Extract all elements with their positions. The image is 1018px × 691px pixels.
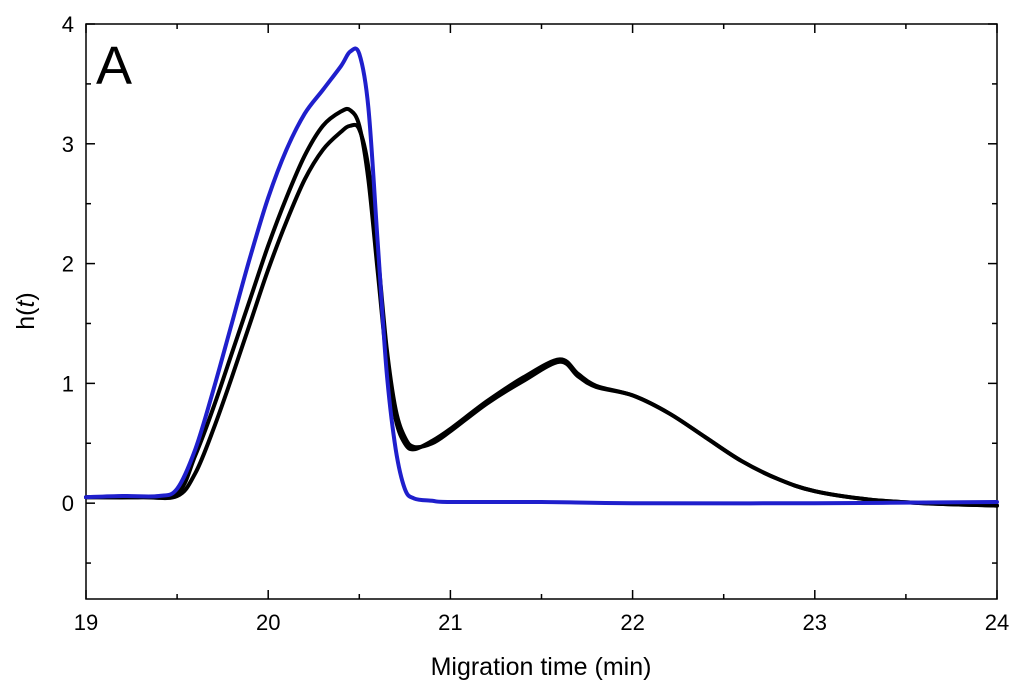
y-tick-label: 0 — [62, 491, 74, 516]
y-axis-ticks: 0 1 2 3 4 — [62, 12, 997, 564]
y-axis-title-prefix: h( — [12, 307, 40, 330]
x-tick-label: 21 — [438, 610, 462, 635]
x-tick-label: 23 — [803, 610, 827, 635]
series-line-3 — [84, 122, 999, 508]
series-line-2 — [84, 106, 999, 508]
y-axis-title-variable: t — [12, 300, 40, 308]
x-tick-label: 22 — [620, 610, 644, 635]
x-tick-label: 19 — [74, 610, 98, 635]
x-tick-label: 24 — [985, 610, 1009, 635]
panel-label: A — [96, 36, 132, 96]
y-axis-title: h(t) — [12, 292, 40, 330]
x-tick-label: 20 — [256, 610, 280, 635]
x-axis-title: Migration time (min) — [431, 653, 652, 681]
y-tick-label: 3 — [62, 132, 74, 157]
y-tick-label: 4 — [62, 12, 74, 37]
plot-frame — [85, 23, 998, 600]
y-axis-title-suffix: ) — [12, 292, 40, 300]
y-tick-label: 1 — [62, 371, 74, 396]
series-layer — [84, 46, 999, 508]
x-axis-ticks: 19 20 21 22 23 24 — [74, 24, 1009, 635]
series-line-1 — [84, 46, 999, 506]
y-tick-label: 2 — [62, 252, 74, 277]
